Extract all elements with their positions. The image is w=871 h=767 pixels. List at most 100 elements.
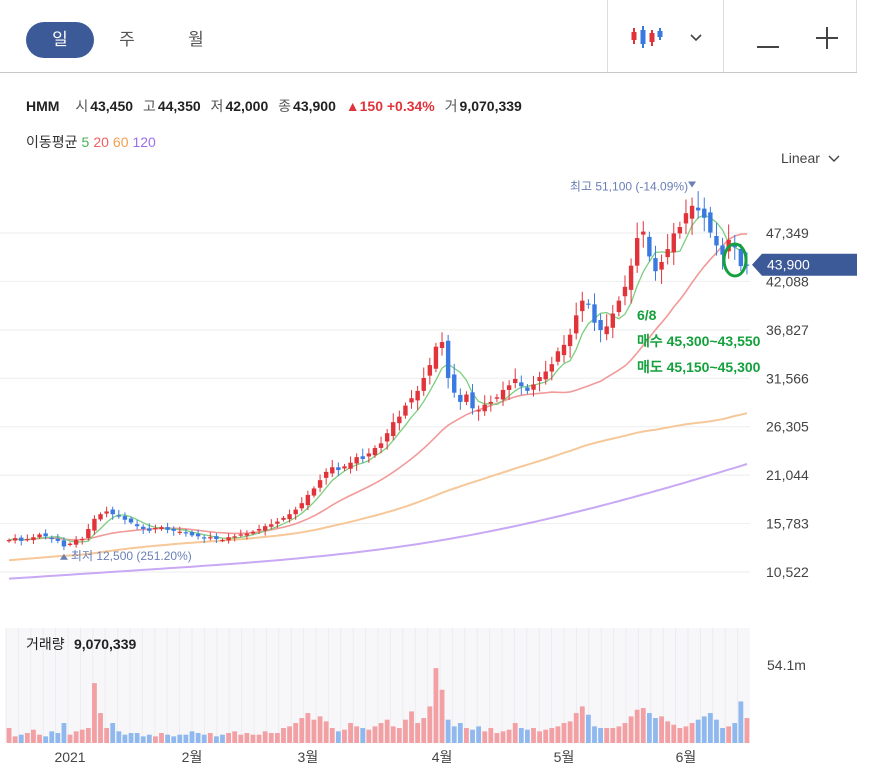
volume-bar [494, 733, 500, 743]
candle-body [580, 300, 585, 312]
volume-bar [207, 733, 213, 743]
candle [73, 536, 79, 548]
candle-body [354, 457, 359, 464]
candle [177, 526, 183, 535]
candle-body [415, 390, 420, 401]
price-chart[interactable]: 47,349 42,088 36,827 31,566 26,305 21,044 15,7… [0, 170, 871, 610]
volume-bar [360, 728, 366, 743]
volume-bar [92, 683, 97, 743]
ma-60[interactable]: 60 [112, 134, 129, 150]
y-tick-label: 26,305 [766, 419, 809, 435]
volume-bar [354, 726, 360, 743]
candle-body [567, 334, 573, 347]
candle [665, 233, 670, 265]
volume-bar [390, 726, 396, 743]
volume-bar [43, 736, 49, 743]
candle [195, 529, 201, 540]
volume-bar [525, 729, 530, 743]
x-tick-label: 6월 [676, 749, 697, 765]
candlestick-icon[interactable] [630, 24, 664, 55]
y-tick-label: 31,566 [766, 370, 809, 386]
close-label: 종 [278, 98, 292, 114]
volume-bar [226, 733, 231, 743]
ma-120[interactable]: 120 [132, 134, 156, 150]
candle-body [80, 539, 85, 541]
ma-5[interactable]: 5 [81, 134, 90, 150]
zoom-out-icon[interactable] [757, 37, 779, 55]
candle-body [183, 532, 189, 534]
candle-body [659, 261, 664, 270]
change-pct: +0.34% [386, 98, 435, 114]
volume-bar [403, 719, 408, 743]
candle [433, 342, 439, 373]
candle [592, 293, 597, 332]
volume-bar [104, 728, 110, 743]
volume-bar [98, 713, 103, 743]
chevron-down-icon[interactable] [690, 30, 702, 48]
candle [171, 526, 176, 536]
candle [531, 375, 536, 397]
tab-monthly[interactable]: 월 [188, 30, 204, 49]
volume-bar [177, 734, 183, 743]
candle [25, 534, 30, 542]
candle [683, 199, 689, 235]
low-value: 42,000 [225, 98, 269, 114]
volume-bar [646, 713, 652, 743]
max-label: 최고 51,100 (-14.09%) [570, 179, 688, 193]
candle-body [702, 208, 707, 218]
period-toolbar: 일 주 월 [0, 0, 857, 73]
candle [689, 197, 695, 235]
volume-bar [464, 728, 469, 743]
tab-weekly[interactable]: 주 [119, 30, 135, 49]
volume-bar [311, 719, 317, 743]
candle [384, 428, 390, 450]
candle [189, 530, 195, 537]
candle-body [165, 527, 170, 530]
volume-bar [567, 721, 573, 743]
candle-body [55, 538, 61, 541]
volume-bar [689, 723, 695, 743]
candle [708, 206, 713, 238]
volume-bar [79, 729, 85, 743]
candle-body [360, 456, 365, 459]
change-value: ▲150 [345, 98, 383, 114]
last-price-tag [752, 253, 857, 276]
candle-body [458, 394, 463, 402]
candle-body [92, 518, 97, 531]
candle-body [665, 249, 670, 258]
candle [732, 234, 737, 260]
candle [269, 519, 274, 530]
x-tick-label: 4월 [432, 749, 453, 765]
open-label: 시 [75, 98, 89, 114]
volume-bar [12, 736, 18, 743]
candle [500, 381, 506, 406]
zoom-in-icon[interactable] [816, 27, 838, 54]
ma-20[interactable]: 20 [93, 134, 109, 150]
candle-body [98, 514, 103, 520]
candle-body [73, 539, 79, 545]
candle-body [695, 207, 701, 211]
volume-bar [549, 728, 555, 743]
candle [439, 332, 445, 356]
x-tick-label: 2021 [54, 749, 85, 765]
low-label: 저 [210, 98, 224, 114]
volume-chart[interactable]: 거래량 9,070,339 54.1m 2021 2월 3월 4월 5월 6월 [0, 628, 871, 767]
candle [342, 463, 347, 471]
volume-bar [457, 723, 463, 743]
candle-body [293, 509, 298, 515]
candle-body [677, 227, 683, 234]
candle-body [628, 265, 634, 290]
scale-selector[interactable]: Linear [781, 150, 840, 166]
candle [43, 529, 48, 540]
candle [372, 445, 378, 458]
tab-daily[interactable]: 일 [26, 22, 94, 58]
x-tick-label: 3월 [298, 749, 319, 765]
candle-body [427, 365, 433, 376]
candle [445, 334, 451, 389]
ma60-line [8, 412, 748, 562]
volume-bar [744, 718, 750, 743]
annotation-buy: 매수 45,300~43,550 [637, 333, 761, 349]
candle-body [122, 516, 128, 520]
ma-label: 이동평균 [26, 134, 78, 150]
toolbar-divider [856, 0, 857, 72]
